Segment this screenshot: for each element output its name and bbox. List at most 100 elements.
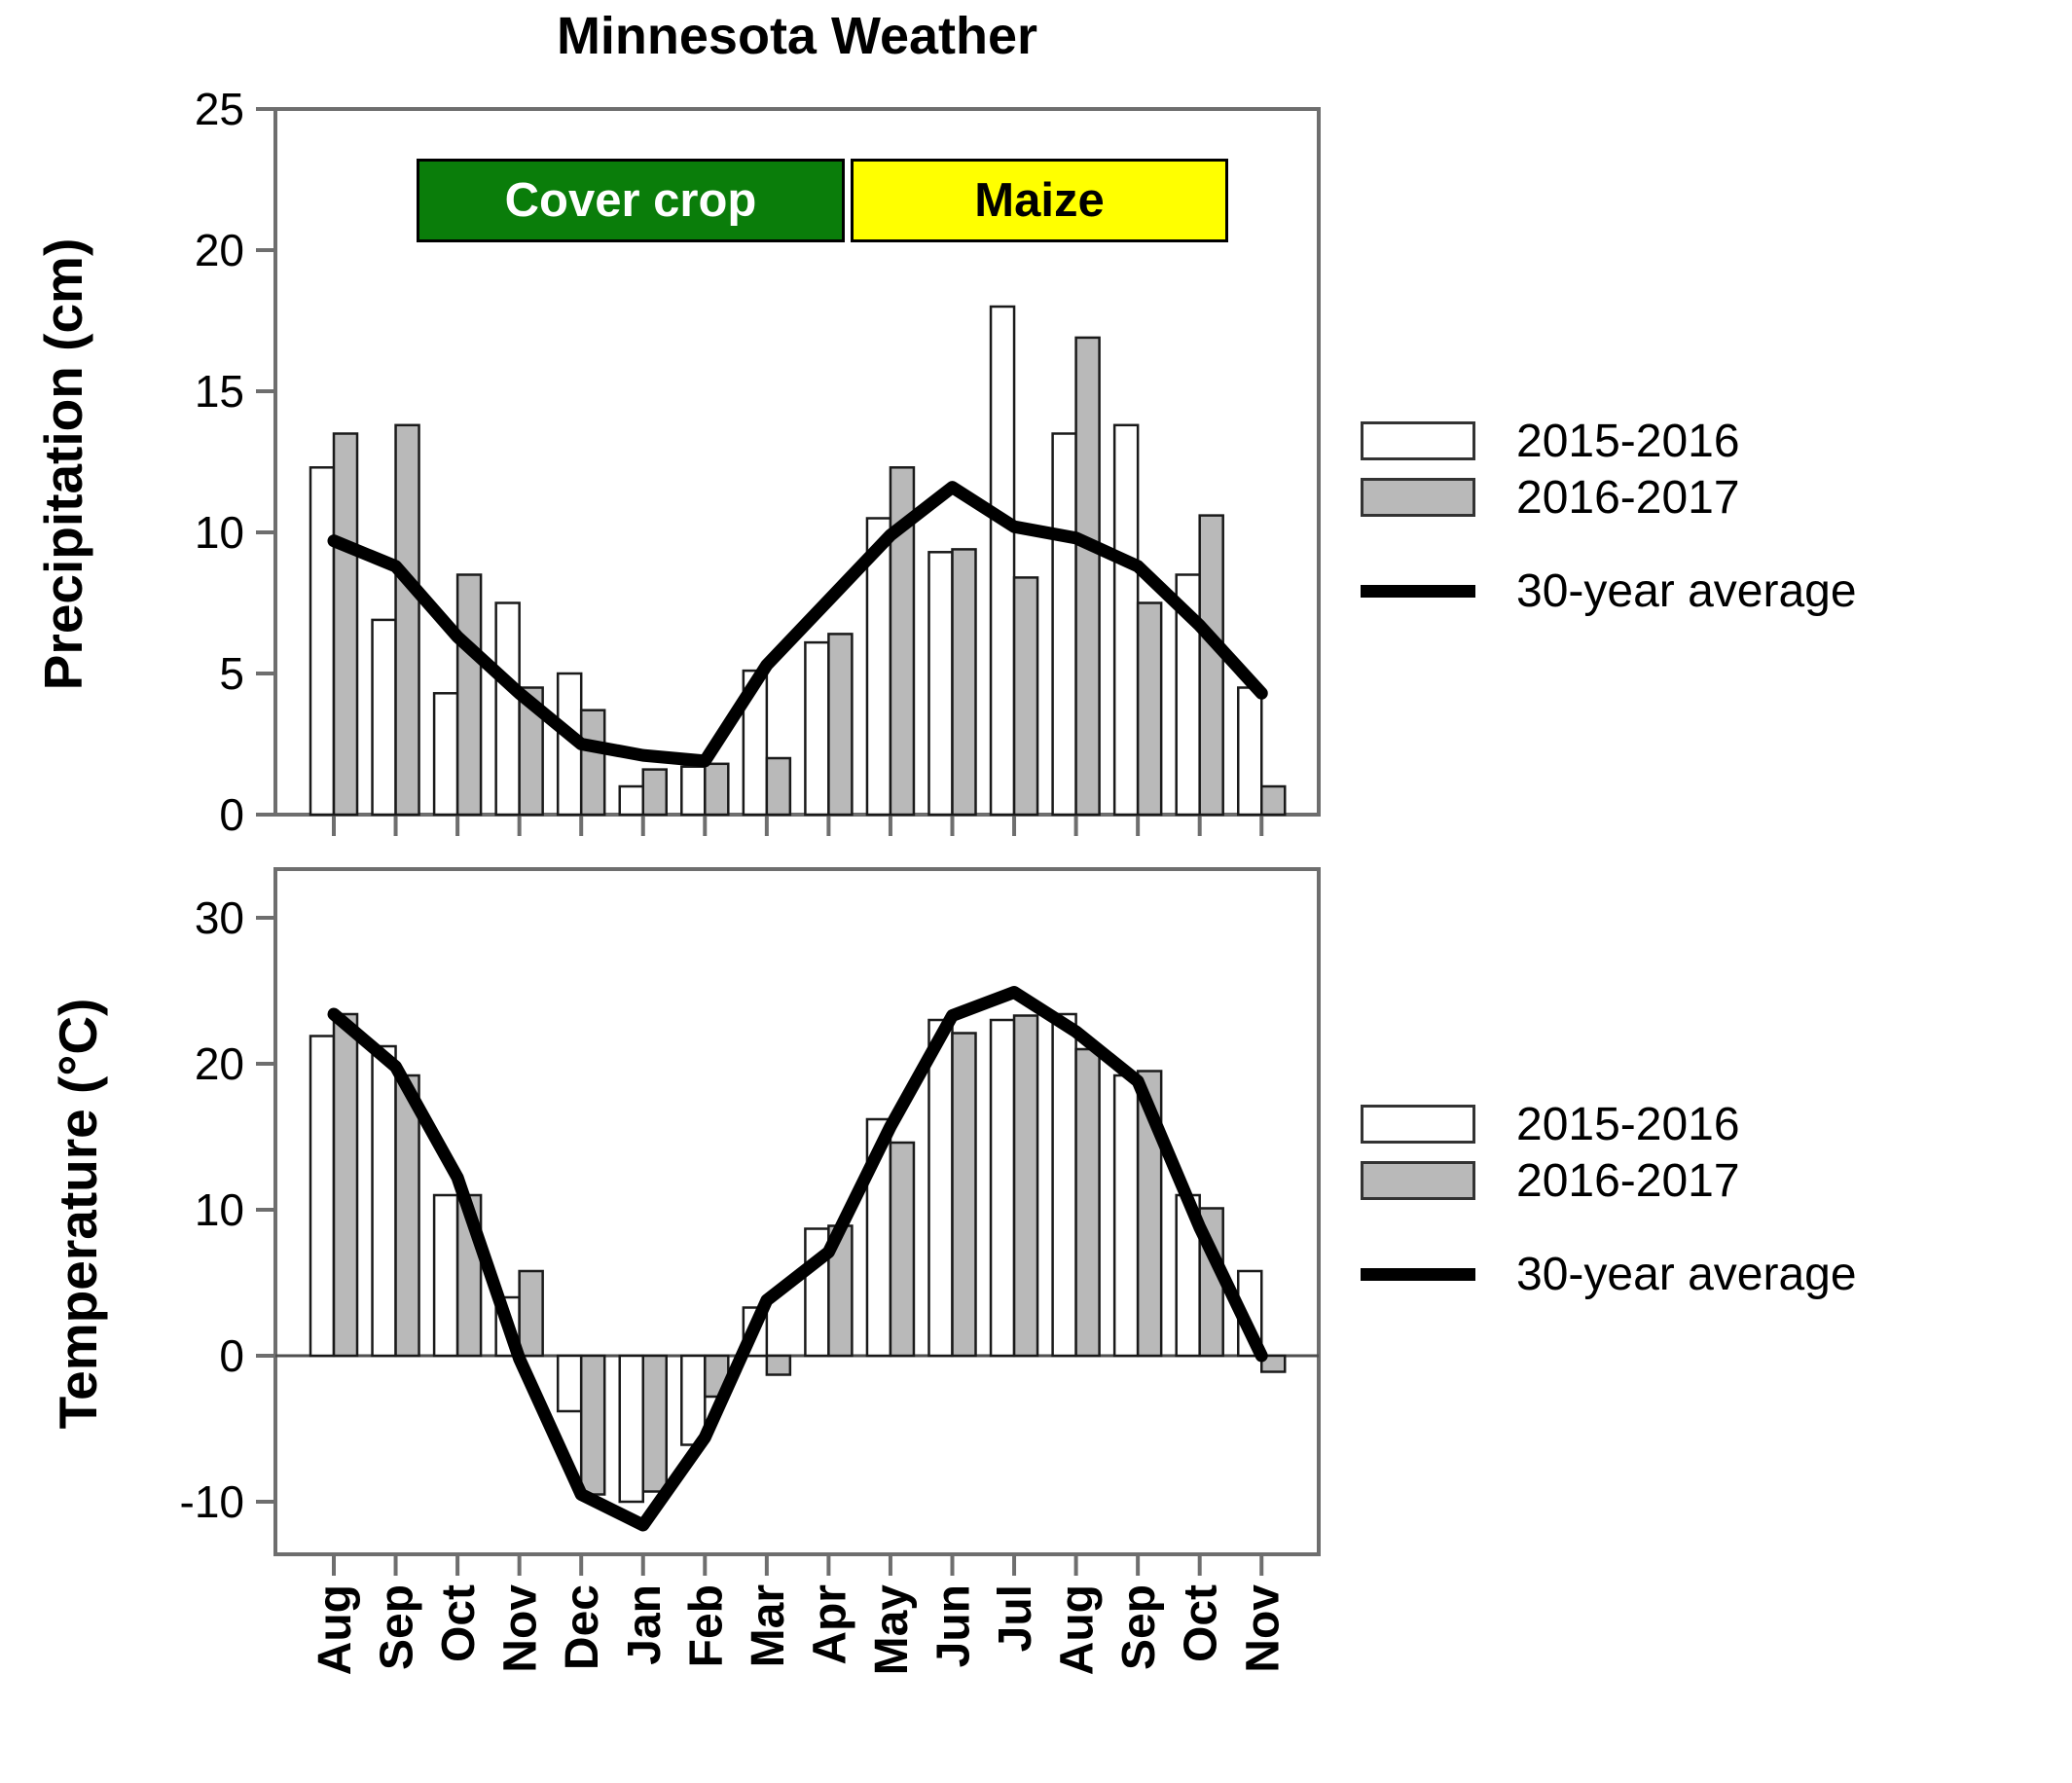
panel-frame: [273, 107, 1321, 817]
month-label-nov-3: Nov: [495, 1584, 547, 1673]
bar-2016-2017-Jan-5: [641, 768, 668, 817]
bar-2015-2016-Sep-1: [371, 618, 397, 817]
bar-2016-2017-Aug-12: [1074, 336, 1101, 817]
y-tick-label: 0: [219, 789, 244, 840]
month-label-aug-0: Aug: [309, 1584, 361, 1675]
month-label-sep-13: Sep: [1113, 1584, 1165, 1670]
y-tick-label: 25: [195, 84, 244, 134]
y-tick-label: 10: [195, 1184, 244, 1235]
bar-2015-2016-Oct-2: [432, 692, 459, 817]
y-tick-label: 20: [195, 1038, 244, 1089]
bar-2016-2017-Jan-5: [641, 1354, 668, 1493]
legend-label: 2015-2016: [1516, 1098, 1740, 1150]
bar-2016-2017-Jul-11: [1012, 576, 1039, 817]
month-label-may-9: May: [866, 1584, 918, 1676]
month-label-dec-4: Dec: [557, 1584, 608, 1670]
bar-2016-2017-Sep-13: [1136, 601, 1163, 817]
bar-2015-2016-Sep-13: [1112, 423, 1140, 817]
bar-2015-2016-Jun-10: [927, 1018, 954, 1358]
bar-2016-2017-Sep-1: [394, 1073, 420, 1358]
bar-2015-2016-Feb-6: [680, 1354, 707, 1446]
month-label-jan-5: Jan: [619, 1584, 671, 1665]
bar-2016-2017-Mar-7: [765, 756, 792, 817]
month-label-jul-11: Jul: [990, 1584, 1041, 1652]
gray-bar-swatch: [1361, 478, 1475, 517]
bar-2016-2017-Aug-0: [332, 432, 359, 817]
bar-2016-2017-Dec-4: [579, 709, 606, 817]
bar-2015-2016-Feb-6: [680, 765, 707, 817]
legend-label: 2015-2016: [1516, 415, 1740, 467]
bar-2016-2017-Sep-1: [394, 423, 420, 817]
bar-2015-2016-Jun-10: [927, 551, 954, 817]
bar-2015-2016-Jan-5: [618, 784, 644, 817]
white-bar-swatch: [1361, 421, 1475, 460]
bar-2016-2017-May-9: [889, 1141, 916, 1358]
bar-2016-2017-Nov-15: [1260, 1354, 1287, 1373]
month-label-aug-12: Aug: [1052, 1584, 1104, 1675]
legend-item-2015-2016: 2015-2016: [1361, 413, 1857, 469]
legend-label: 2016-2017: [1516, 471, 1740, 524]
month-label-oct-14: Oct: [1176, 1584, 1227, 1662]
temperature-legend: 2015-2016 2016-2017 30-year average: [1361, 1096, 1857, 1302]
bar-2016-2017-Jun-10: [951, 548, 977, 817]
bar-2016-2017-Apr-8: [827, 633, 854, 817]
cover-crop-period-band: Cover crop: [417, 159, 845, 242]
bar-2015-2016-Aug-0: [309, 466, 336, 817]
bar-2015-2016-Oct-2: [432, 1193, 459, 1358]
bar-2015-2016-May-9: [865, 517, 892, 817]
bar-2016-2017-Oct-14: [1198, 514, 1224, 817]
chart-title: Minnesota Weather: [556, 7, 1038, 65]
legend-item-2016-2017: 2016-2017: [1361, 1152, 1857, 1209]
bar-2015-2016-Nov-15: [1237, 686, 1263, 817]
month-label-sep-1: Sep: [372, 1584, 423, 1670]
month-label-jun-10: Jun: [928, 1584, 980, 1667]
bar-2016-2017-Nov-15: [1260, 784, 1287, 817]
bar-2016-2017-Aug-0: [332, 1012, 359, 1358]
bar-2015-2016-Sep-13: [1112, 1073, 1140, 1358]
bar-2016-2017-Feb-6: [704, 1354, 730, 1399]
bar-2015-2016-Aug-12: [1051, 432, 1077, 817]
bar-2016-2017-Oct-2: [455, 573, 483, 817]
bar-2015-2016-Jan-5: [618, 1354, 644, 1504]
y-tick-label: 10: [195, 507, 244, 558]
y-tick-label: -10: [180, 1476, 244, 1527]
bar-2016-2017-Jul-11: [1012, 1014, 1039, 1358]
y-tick-label: 0: [219, 1330, 244, 1381]
y-tick-label: 20: [195, 225, 244, 275]
bar-2015-2016-Dec-4: [556, 1354, 583, 1413]
bar-2016-2017-Mar-7: [765, 1354, 792, 1376]
y-tick-label: 5: [219, 648, 244, 699]
y-tick-label: 30: [195, 892, 244, 943]
month-label-feb-6: Feb: [680, 1584, 732, 1667]
legend-label: 30-year average: [1516, 1248, 1857, 1300]
30-year-average-line: [327, 481, 1268, 768]
legend-item-30-year-average: 30-year average: [1361, 563, 1857, 619]
thick-line-swatch: [1361, 584, 1475, 598]
bar-2016-2017-Nov-3: [518, 1269, 544, 1358]
bar-2015-2016-Sep-1: [371, 1044, 397, 1358]
bar-2016-2017-Dec-4: [579, 1354, 606, 1496]
month-label-apr-8: Apr: [804, 1584, 855, 1665]
maize-label: Maize: [974, 174, 1105, 227]
month-label-oct-2: Oct: [433, 1584, 485, 1662]
y-tick-label: 15: [195, 366, 244, 417]
bar-2016-2017-Feb-6: [704, 762, 730, 817]
bar-2016-2017-Jun-10: [951, 1032, 977, 1358]
white-bar-swatch: [1361, 1105, 1475, 1144]
bar-2015-2016-Nov-3: [494, 601, 521, 817]
maize-period-band: Maize: [851, 159, 1228, 242]
legend-item-2016-2017: 2016-2017: [1361, 469, 1857, 526]
bar-2015-2016-Jul-11: [989, 1018, 1016, 1358]
legend-label: 2016-2017: [1516, 1154, 1740, 1207]
bar-2015-2016-Apr-8: [804, 640, 830, 817]
bar-2016-2017-Aug-12: [1074, 1047, 1101, 1358]
legend-label: 30-year average: [1516, 564, 1857, 617]
gray-bar-swatch: [1361, 1161, 1475, 1200]
bar-2015-2016-Jul-11: [989, 305, 1016, 817]
legend-item-30-year-average: 30-year average: [1361, 1246, 1857, 1302]
legend-item-2015-2016: 2015-2016: [1361, 1096, 1857, 1152]
30-year-average-line: [327, 986, 1268, 1532]
month-label-mar-7: Mar: [743, 1584, 794, 1667]
bar-2015-2016-Aug-0: [309, 1035, 336, 1358]
